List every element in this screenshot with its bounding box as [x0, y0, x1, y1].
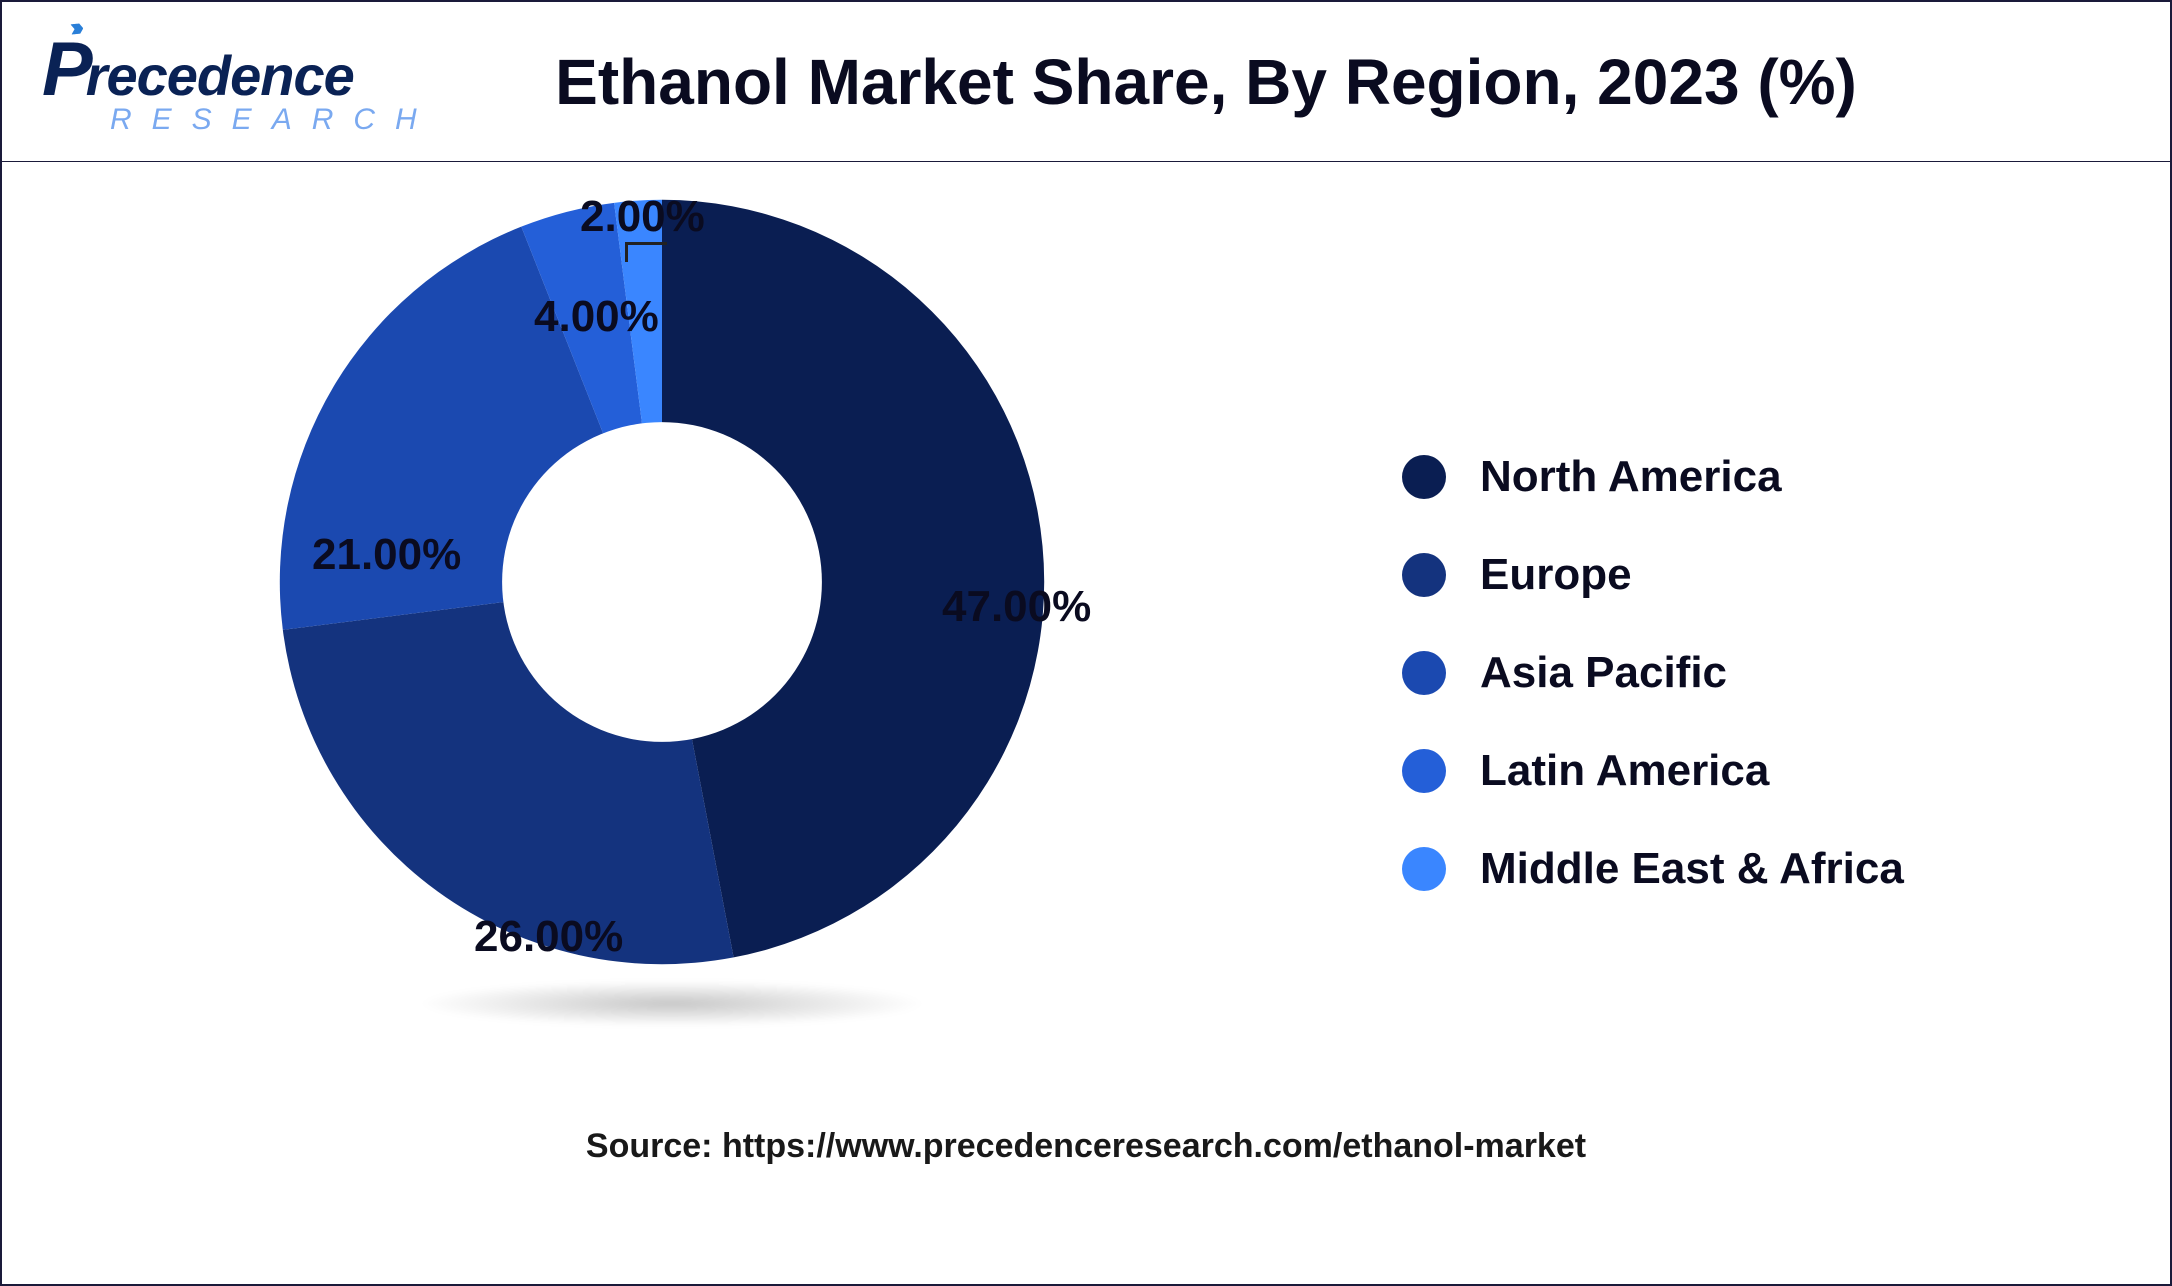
- legend: North America Europe Asia Pacific Latin Ame…: [1402, 452, 1904, 894]
- legend-label: Europe: [1480, 550, 1632, 600]
- data-label: 47.00%: [942, 582, 1091, 632]
- source-text: Source: https://www.precedenceresearch.c…: [2, 1127, 2170, 1166]
- legend-item: Latin America: [1402, 746, 1904, 796]
- brand-logo-initial: P: [42, 26, 90, 113]
- legend-item: Middle East & Africa: [1402, 844, 1904, 894]
- brand-logo-word: recedence: [86, 43, 354, 108]
- data-label: 26.00%: [474, 912, 623, 962]
- legend-swatch: [1402, 455, 1446, 499]
- legend-label: Middle East & Africa: [1480, 844, 1904, 894]
- donut-svg: [272, 192, 1052, 972]
- legend-swatch: [1402, 651, 1446, 695]
- legend-item: Asia Pacific: [1402, 648, 1904, 698]
- header: P recedence RESEARCH Ethanol Market Shar…: [2, 2, 2170, 162]
- donut-chart: [272, 192, 1052, 972]
- data-label: 2.00%: [580, 192, 705, 242]
- legend-swatch: [1402, 749, 1446, 793]
- chart-drop-shadow: [312, 982, 1032, 1036]
- legend-label: Asia Pacific: [1480, 648, 1727, 698]
- legend-swatch: [1402, 847, 1446, 891]
- chart-title: Ethanol Market Share, By Region, 2023 (%…: [402, 45, 2130, 119]
- legend-label: Latin America: [1480, 746, 1769, 796]
- donut-hole: [502, 422, 822, 742]
- data-label: 4.00%: [534, 292, 659, 342]
- legend-item: North America: [1402, 452, 1904, 502]
- brand-logo-sub: RESEARCH: [110, 103, 437, 137]
- legend-item: Europe: [1402, 550, 1904, 600]
- chart-area: 47.00% 26.00% 21.00% 4.00% 2.00% North Ameri…: [2, 162, 2170, 1202]
- leader-line: [625, 242, 667, 245]
- brand-logo: P recedence RESEARCH: [42, 26, 402, 137]
- leader-line: [625, 242, 628, 262]
- legend-swatch: [1402, 553, 1446, 597]
- brand-logo-top: P recedence: [42, 26, 354, 113]
- legend-label: North America: [1480, 452, 1782, 502]
- data-label: 21.00%: [312, 530, 461, 580]
- chart-frame: P recedence RESEARCH Ethanol Market Shar…: [0, 0, 2172, 1286]
